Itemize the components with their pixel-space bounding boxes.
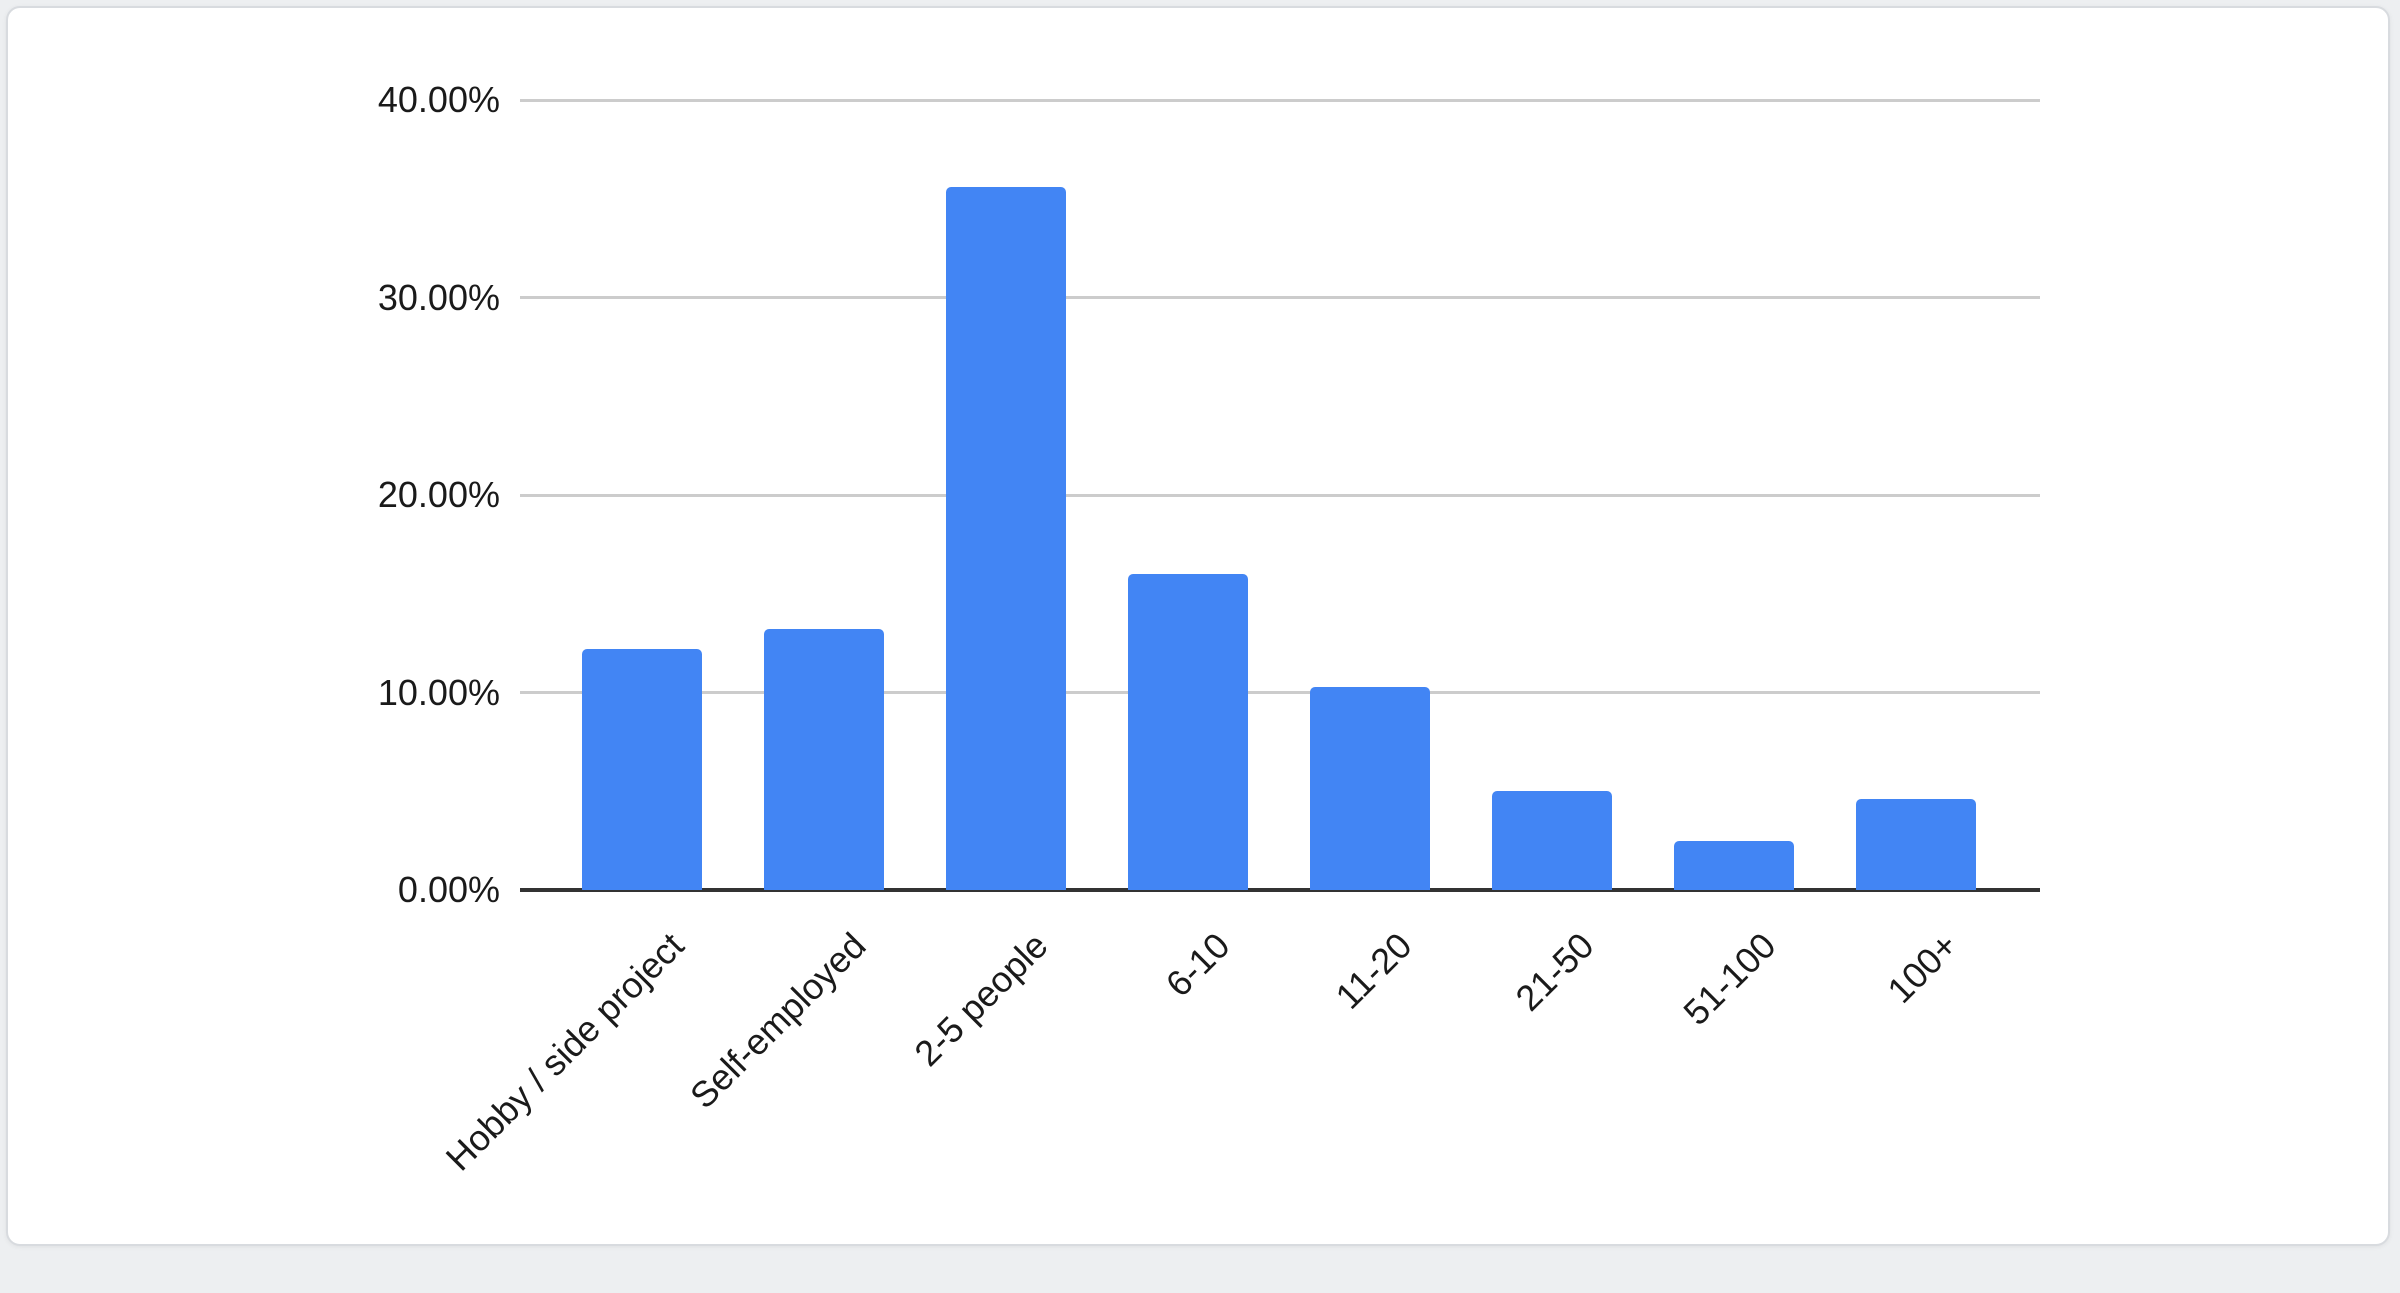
bar (582, 649, 702, 890)
gridline (520, 296, 2040, 299)
x-axis-tick-label: 51-100 (1675, 924, 1784, 1033)
y-axis-tick-label: 10.00% (377, 671, 500, 713)
gridline (520, 493, 2040, 497)
bar (946, 186, 1066, 890)
bar (1310, 686, 1430, 890)
bar (1856, 799, 1976, 890)
bar (1128, 574, 1248, 890)
x-axis-tick-label: 6-10 (1157, 924, 1238, 1005)
x-axis-tick-label: Self-employed (681, 924, 874, 1117)
bar (1674, 840, 1794, 890)
x-axis-tick-label: 2-5 people (906, 924, 1056, 1074)
x-axis-tick-label: 11-20 (1327, 924, 1420, 1017)
x-axis-tick-label: 21-50 (1507, 924, 1602, 1019)
page-background: { "page": { "background_color": "#edeff1… (6, 6, 2390, 1246)
bar (764, 629, 884, 890)
x-axis-tick-label: Hobby / side project (437, 924, 692, 1179)
y-axis-tick-label: 30.00% (377, 276, 500, 318)
gridline (520, 98, 2040, 102)
y-axis-tick-label: 40.00% (377, 79, 500, 120)
bar (1492, 791, 1612, 890)
y-axis-tick-label: 20.00% (377, 474, 500, 515)
y-axis-tick-label: 0.00% (397, 869, 500, 910)
plot-area: 40.00% 30.00% 20.00% 10.00% 0.00% Hobby / sid… (378, 82, 2040, 1179)
x-axis-tick-label: 100+ (1879, 924, 1966, 1011)
chart-card: 40.00% 30.00% 20.00% 10.00% 0.00% Hobby / sid… (6, 6, 2390, 1246)
x-axis-line (520, 888, 2040, 892)
gridline (520, 691, 2040, 694)
